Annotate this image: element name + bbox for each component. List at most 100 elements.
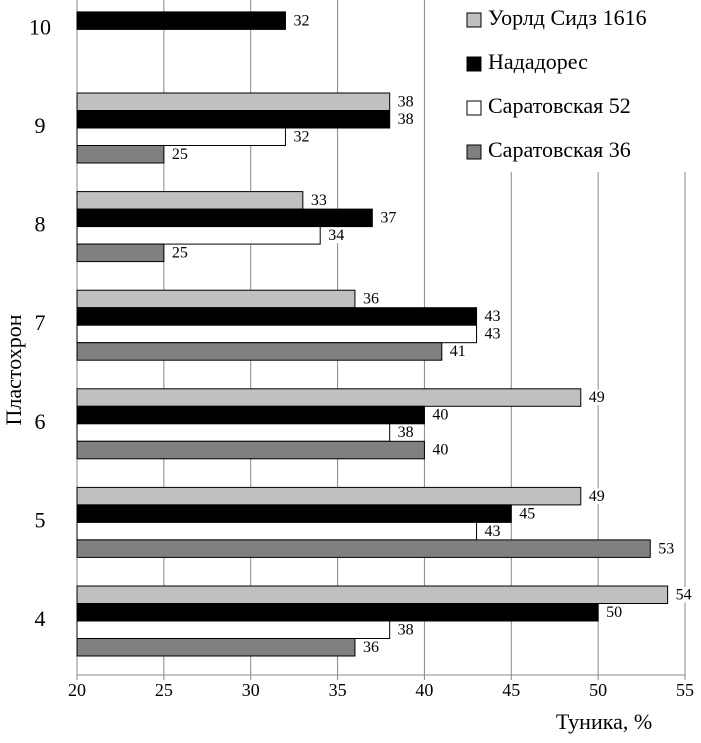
legend-bg	[458, 0, 701, 172]
bar	[76, 127, 286, 146]
value-label-bg	[357, 291, 384, 307]
value-label: 49	[589, 488, 605, 505]
y-tick-label: 8	[35, 212, 46, 237]
legend-swatch	[466, 100, 482, 116]
x-tick-label: 55	[676, 680, 694, 700]
y-tick-label: 9	[35, 113, 46, 138]
value-label: 40	[432, 442, 448, 459]
value-label: 38	[398, 93, 414, 110]
bar	[76, 603, 599, 622]
bar	[76, 191, 304, 210]
legend-swatch	[466, 56, 482, 72]
value-label: 38	[398, 111, 414, 128]
bar	[76, 243, 165, 263]
bar	[76, 423, 391, 442]
value-label: 54	[676, 586, 692, 603]
value-label: 33	[311, 192, 327, 209]
value-label-bg	[288, 12, 315, 29]
value-label-bg	[166, 245, 193, 261]
value-label: 49	[589, 389, 605, 406]
bar	[76, 638, 356, 657]
value-label-bg	[479, 523, 506, 539]
y-tick-label: 7	[35, 310, 46, 335]
bar	[76, 11, 286, 30]
value-label-bg	[427, 442, 454, 458]
legend-swatch	[466, 12, 482, 28]
value-label-bg	[444, 343, 471, 360]
value-label-bg	[601, 604, 628, 620]
legend: Уорлд Сидз 1616 Нададорес Саратовская 52 Са…	[458, 0, 701, 172]
value-label-bg	[392, 622, 419, 638]
legend-label: Уорлд Сидз 1616	[488, 5, 647, 30]
value-label-bg	[392, 111, 419, 127]
value-label-bg	[479, 326, 506, 342]
bar	[76, 324, 478, 344]
value-label-bg	[583, 488, 610, 504]
value-label-bg	[288, 129, 315, 145]
bar	[76, 388, 582, 407]
value-label: 50	[606, 604, 622, 621]
value-label: 32	[293, 12, 309, 29]
y-tick-label: 10	[29, 14, 51, 39]
legend-label: Саратовская 52	[488, 93, 631, 118]
value-label-bg	[583, 389, 610, 406]
value-label-bg	[392, 424, 419, 441]
bar	[76, 110, 391, 129]
value-label-bg	[305, 192, 332, 209]
bar	[76, 539, 651, 558]
value-label-bg	[479, 308, 506, 325]
bar	[76, 226, 321, 245]
y-axis-label: Пластохрон	[1, 314, 26, 425]
bar	[76, 92, 391, 111]
x-tick-label: 40	[415, 680, 433, 700]
value-label: 41	[450, 343, 466, 360]
value-label: 34	[328, 227, 344, 244]
value-label-bg	[653, 540, 680, 557]
y-tick-label: 5	[35, 507, 46, 532]
value-label-bg	[514, 505, 541, 522]
bar	[76, 585, 669, 604]
value-label: 37	[380, 210, 396, 227]
value-label: 40	[432, 407, 448, 424]
value-label: 32	[293, 128, 309, 145]
bar	[76, 145, 165, 164]
value-label-bg	[323, 227, 350, 244]
x-tick-label: 35	[329, 680, 347, 700]
bar	[76, 504, 512, 523]
x-tick-label: 45	[502, 680, 520, 700]
bar	[76, 307, 478, 326]
value-label-bg	[392, 94, 419, 110]
value-label: 43	[485, 523, 501, 540]
legend-label: Саратовская 36	[488, 137, 631, 162]
y-tick-label: 6	[35, 409, 46, 434]
x-tick-label: 25	[155, 680, 173, 700]
x-tick-label: 50	[589, 680, 607, 700]
bar	[76, 342, 443, 361]
value-label: 36	[363, 291, 379, 308]
value-label: 45	[519, 505, 535, 522]
legend-label: Нададорес	[488, 49, 588, 74]
value-label: 38	[398, 621, 414, 638]
value-labels: 54 49 49 36 33 38 50 45 40 43 37 38 32 38 43 38 43 34 32 36…	[166, 12, 697, 656]
bar	[76, 620, 391, 639]
bar	[76, 440, 425, 460]
bar	[76, 208, 373, 228]
bar	[76, 405, 425, 425]
bar	[76, 289, 356, 309]
value-label: 43	[485, 308, 501, 325]
value-label: 38	[398, 424, 414, 441]
value-label-bg	[166, 146, 193, 162]
value-label-bg	[670, 587, 697, 603]
value-label-bg	[375, 210, 402, 226]
value-label-bg	[427, 407, 454, 423]
value-label: 36	[363, 639, 379, 656]
legend-swatch	[466, 144, 482, 160]
value-label: 43	[485, 326, 501, 343]
bars	[76, 11, 669, 657]
x-axis-label: Туника, %	[556, 709, 652, 734]
x-tick-label: 30	[242, 680, 260, 700]
value-label-bg	[357, 639, 384, 655]
y-tick-label: 4	[35, 606, 46, 631]
bar	[76, 486, 582, 506]
